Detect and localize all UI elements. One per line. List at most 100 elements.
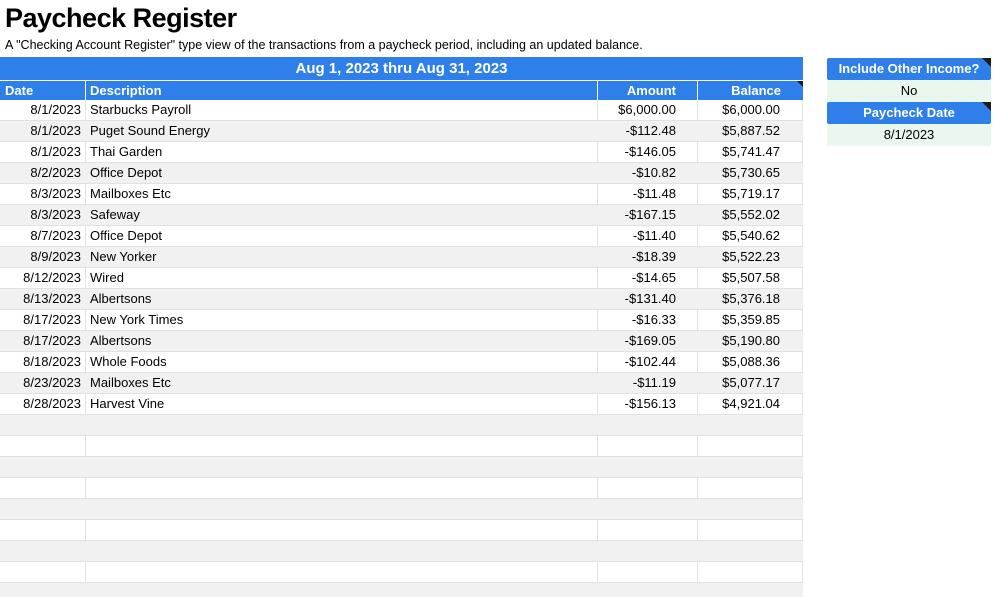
cell-amount[interactable] bbox=[598, 415, 698, 435]
cell-date[interactable]: 8/2/2023 bbox=[0, 163, 86, 183]
cell-date[interactable] bbox=[0, 520, 86, 540]
cell-description[interactable]: Albertsons bbox=[86, 331, 598, 351]
cell-amount[interactable]: -$112.48 bbox=[598, 121, 698, 141]
cell-balance[interactable]: $5,552.02 bbox=[698, 205, 803, 225]
cell-balance[interactable] bbox=[698, 562, 803, 582]
cell-date[interactable] bbox=[0, 499, 86, 519]
cell-date[interactable]: 8/1/2023 bbox=[0, 142, 86, 162]
cell-description[interactable] bbox=[86, 436, 598, 456]
cell-description[interactable]: Whole Foods bbox=[86, 352, 598, 372]
cell-amount[interactable]: -$11.40 bbox=[598, 226, 698, 246]
cell-date[interactable] bbox=[0, 478, 86, 498]
cell-date[interactable]: 8/17/2023 bbox=[0, 331, 86, 351]
column-header-amount[interactable]: Amount bbox=[598, 81, 698, 100]
cell-date[interactable] bbox=[0, 583, 86, 597]
cell-description[interactable] bbox=[86, 583, 598, 597]
paycheck-date-header-cell[interactable]: Paycheck Date bbox=[827, 102, 991, 124]
cell-description[interactable]: Puget Sound Energy bbox=[86, 121, 598, 141]
cell-amount[interactable] bbox=[598, 436, 698, 456]
cell-description[interactable]: New York Times bbox=[86, 310, 598, 330]
cell-date[interactable] bbox=[0, 562, 86, 582]
cell-balance[interactable] bbox=[698, 583, 803, 597]
cell-amount[interactable]: -$169.05 bbox=[598, 331, 698, 351]
cell-balance[interactable]: $5,719.17 bbox=[698, 184, 803, 204]
cell-description[interactable]: Safeway bbox=[86, 205, 598, 225]
cell-date[interactable]: 8/9/2023 bbox=[0, 247, 86, 267]
cell-description[interactable] bbox=[86, 415, 598, 435]
cell-description[interactable] bbox=[86, 562, 598, 582]
cell-date[interactable] bbox=[0, 457, 86, 477]
cell-description[interactable] bbox=[86, 541, 598, 561]
cell-date[interactable] bbox=[0, 436, 86, 456]
cell-description[interactable]: Mailboxes Etc bbox=[86, 373, 598, 393]
cell-description[interactable]: New Yorker bbox=[86, 247, 598, 267]
cell-balance[interactable]: $5,730.65 bbox=[698, 163, 803, 183]
cell-date[interactable]: 8/28/2023 bbox=[0, 394, 86, 414]
cell-amount[interactable] bbox=[598, 457, 698, 477]
cell-amount[interactable] bbox=[598, 478, 698, 498]
column-header-balance[interactable]: Balance bbox=[698, 81, 803, 100]
period-header-cell[interactable]: Aug 1, 2023 thru Aug 31, 2023 bbox=[0, 57, 803, 80]
cell-balance[interactable] bbox=[698, 541, 803, 561]
cell-amount[interactable]: -$11.19 bbox=[598, 373, 698, 393]
cell-date[interactable]: 8/1/2023 bbox=[0, 100, 86, 120]
cell-amount[interactable]: -$11.48 bbox=[598, 184, 698, 204]
cell-amount[interactable]: -$167.15 bbox=[598, 205, 698, 225]
cell-description[interactable]: Thai Garden bbox=[86, 142, 598, 162]
cell-date[interactable]: 8/13/2023 bbox=[0, 289, 86, 309]
cell-description[interactable] bbox=[86, 478, 598, 498]
cell-amount[interactable]: -$14.65 bbox=[598, 268, 698, 288]
cell-balance[interactable]: $5,088.36 bbox=[698, 352, 803, 372]
cell-amount[interactable] bbox=[598, 562, 698, 582]
cell-amount[interactable]: -$18.39 bbox=[598, 247, 698, 267]
cell-description[interactable]: Mailboxes Etc bbox=[86, 184, 598, 204]
cell-balance[interactable]: $5,077.17 bbox=[698, 373, 803, 393]
cell-amount[interactable]: -$10.82 bbox=[598, 163, 698, 183]
cell-balance[interactable]: $5,522.23 bbox=[698, 247, 803, 267]
paycheck-date-value-cell[interactable]: 8/1/2023 bbox=[827, 124, 991, 146]
cell-balance[interactable]: $4,921.04 bbox=[698, 394, 803, 414]
cell-date[interactable]: 8/3/2023 bbox=[0, 205, 86, 225]
cell-balance[interactable]: $5,741.47 bbox=[698, 142, 803, 162]
cell-date[interactable]: 8/1/2023 bbox=[0, 121, 86, 141]
cell-date[interactable]: 8/18/2023 bbox=[0, 352, 86, 372]
cell-balance[interactable]: $5,359.85 bbox=[698, 310, 803, 330]
cell-balance[interactable]: $5,887.52 bbox=[698, 121, 803, 141]
cell-description[interactable]: Starbucks Payroll bbox=[86, 100, 598, 120]
cell-amount[interactable]: -$156.13 bbox=[598, 394, 698, 414]
cell-amount[interactable] bbox=[598, 520, 698, 540]
cell-amount[interactable]: -$146.05 bbox=[598, 142, 698, 162]
column-header-description[interactable]: Description bbox=[86, 81, 598, 100]
cell-date[interactable]: 8/17/2023 bbox=[0, 310, 86, 330]
cell-balance[interactable]: $5,507.58 bbox=[698, 268, 803, 288]
cell-date[interactable]: 8/7/2023 bbox=[0, 226, 86, 246]
cell-date[interactable]: 8/23/2023 bbox=[0, 373, 86, 393]
cell-balance[interactable]: $6,000.00 bbox=[698, 100, 803, 120]
cell-balance[interactable] bbox=[698, 520, 803, 540]
cell-description[interactable] bbox=[86, 499, 598, 519]
cell-amount[interactable] bbox=[598, 499, 698, 519]
cell-amount[interactable] bbox=[598, 541, 698, 561]
cell-date[interactable]: 8/3/2023 bbox=[0, 184, 86, 204]
cell-description[interactable]: Office Depot bbox=[86, 226, 598, 246]
cell-description[interactable] bbox=[86, 457, 598, 477]
cell-date[interactable]: 8/12/2023 bbox=[0, 268, 86, 288]
column-header-date[interactable]: Date bbox=[0, 81, 86, 100]
cell-balance[interactable]: $5,376.18 bbox=[698, 289, 803, 309]
cell-description[interactable]: Albertsons bbox=[86, 289, 598, 309]
cell-date[interactable] bbox=[0, 415, 86, 435]
cell-amount[interactable]: -$16.33 bbox=[598, 310, 698, 330]
cell-description[interactable]: Wired bbox=[86, 268, 598, 288]
cell-description[interactable] bbox=[86, 520, 598, 540]
cell-description[interactable]: Office Depot bbox=[86, 163, 598, 183]
cell-balance[interactable] bbox=[698, 457, 803, 477]
cell-description[interactable]: Harvest Vine bbox=[86, 394, 598, 414]
cell-balance[interactable] bbox=[698, 436, 803, 456]
include-other-income-header-cell[interactable]: Include Other Income? bbox=[827, 58, 991, 80]
cell-amount[interactable]: -$131.40 bbox=[598, 289, 698, 309]
include-other-income-value-cell[interactable]: No bbox=[827, 80, 991, 102]
cell-amount[interactable]: -$102.44 bbox=[598, 352, 698, 372]
cell-amount[interactable]: $6,000.00 bbox=[598, 100, 698, 120]
cell-amount[interactable] bbox=[598, 583, 698, 597]
cell-balance[interactable] bbox=[698, 478, 803, 498]
